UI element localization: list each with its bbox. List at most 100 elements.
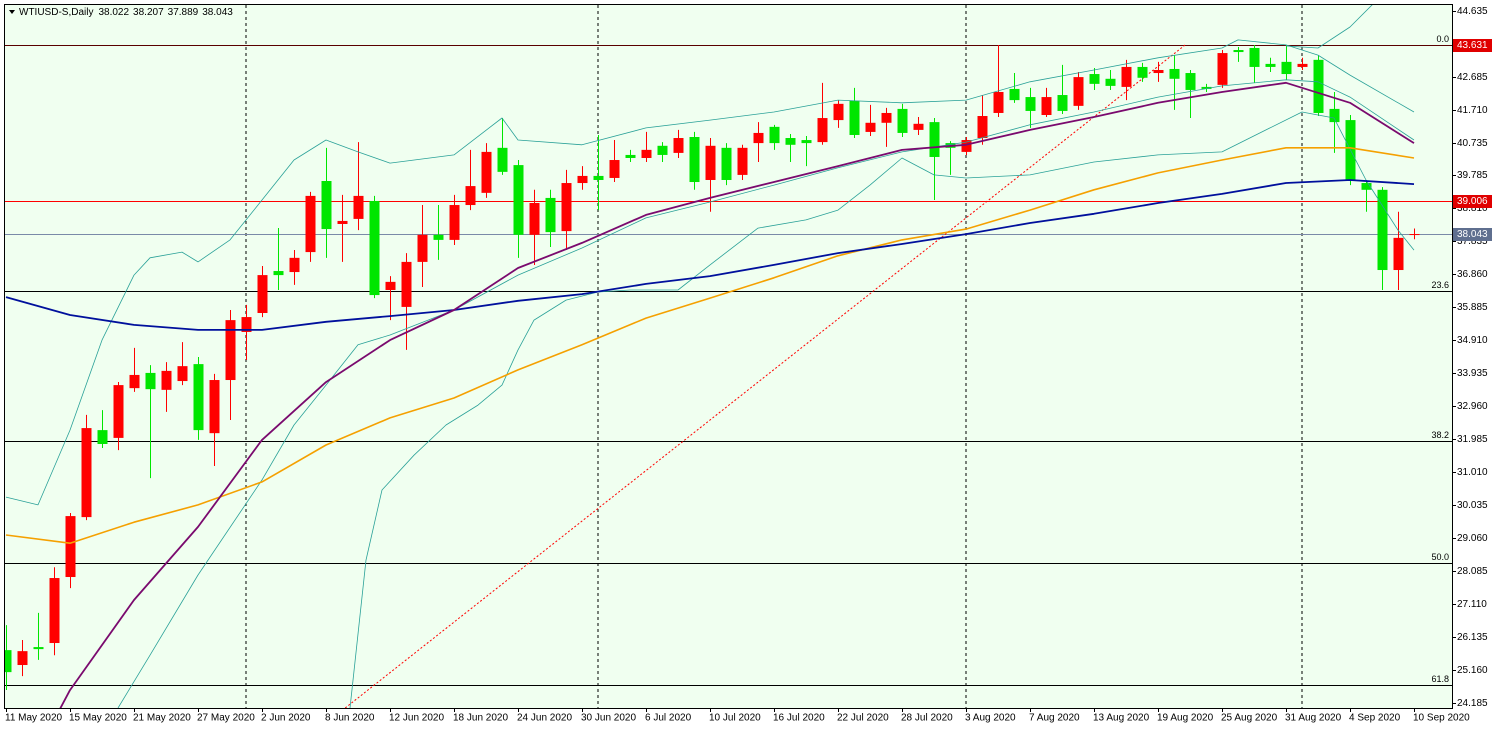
candle-body — [433, 234, 444, 240]
candle-body — [1281, 61, 1292, 75]
candle-body — [5, 650, 12, 673]
candle-body — [977, 116, 988, 139]
y-tick-label: 39.785 — [1457, 170, 1488, 181]
candle-body — [1121, 66, 1132, 87]
candle-body — [385, 281, 396, 290]
candle-body — [33, 647, 44, 650]
candle-body — [1377, 189, 1388, 271]
x-tick-label: 10 Jul 2020 — [709, 713, 761, 724]
candle-body — [1153, 69, 1164, 74]
y-tick-label: 26.135 — [1457, 632, 1488, 643]
candle-body — [1089, 74, 1100, 84]
indicator-line — [1285, 5, 1373, 49]
open-value: 38.022 — [98, 7, 129, 18]
candle-body — [913, 123, 924, 130]
price-box-label: 43.631 — [1457, 40, 1488, 51]
candle-body — [1329, 108, 1340, 123]
candle-body — [1393, 237, 1404, 271]
y-tick-label: 36.860 — [1457, 269, 1488, 280]
candle-body — [785, 138, 796, 145]
candle-body — [529, 203, 540, 235]
candle-body — [353, 195, 364, 219]
candle-body — [481, 151, 492, 193]
price-box-label: 39.006 — [1457, 196, 1488, 207]
candle-body — [1201, 86, 1212, 89]
y-tick-label: 41.710 — [1457, 105, 1488, 116]
candle-body — [881, 112, 892, 123]
x-tick-label: 27 May 2020 — [197, 713, 255, 724]
candle-body — [961, 140, 972, 152]
fib-level-label: 0.0 — [1436, 34, 1449, 44]
candle-body — [465, 186, 476, 206]
candle-body — [705, 145, 716, 180]
y-tick-label: 24.185 — [1457, 698, 1488, 709]
high-value: 38.207 — [133, 7, 164, 18]
candle-body — [721, 147, 732, 180]
candle-body — [801, 140, 812, 144]
y-tick-label: 34.910 — [1457, 335, 1488, 346]
candle-body — [1169, 68, 1180, 79]
candle-body — [897, 108, 908, 133]
candle-body — [545, 197, 556, 233]
indicator-line — [5, 39, 1415, 506]
candle-body — [369, 200, 380, 296]
candle-body — [209, 380, 220, 434]
indicator-line — [5, 179, 1415, 331]
candle-body — [449, 205, 460, 240]
candle-body — [1073, 77, 1084, 106]
candle-body — [497, 147, 508, 172]
x-tick-label: 10 Sep 2020 — [1413, 713, 1470, 724]
y-tick-label: 38.810 — [1457, 203, 1488, 214]
price-box-label: 38.043 — [1457, 229, 1488, 240]
candle-body — [145, 372, 156, 390]
x-tick-label: 15 May 2020 — [69, 713, 127, 724]
candle-body — [1361, 183, 1372, 190]
y-tick-label: 27.110 — [1457, 599, 1487, 610]
indicator-line — [5, 147, 1415, 544]
fib-level-label: 38.2 — [1431, 430, 1449, 440]
candle-body — [513, 165, 524, 235]
y-tick-label: 32.960 — [1457, 401, 1488, 412]
candle-body — [1217, 53, 1228, 85]
candle-body — [753, 132, 764, 144]
candle-body — [1265, 63, 1276, 67]
x-tick-label: 11 May 2020 — [5, 713, 63, 724]
plot-frame — [4, 4, 1453, 709]
chart-header: WTIUSD-S,Daily 38.022 38.207 37.889 38.043 — [19, 7, 233, 18]
candle-body — [65, 516, 76, 578]
candle-body — [337, 220, 348, 224]
x-tick-label: 18 Jun 2020 — [453, 713, 508, 724]
x-tick-label: 21 May 2020 — [133, 713, 191, 724]
candle-body — [1025, 97, 1036, 111]
candle-body — [1233, 50, 1244, 53]
indicator-line — [117, 79, 1415, 708]
candle-body — [673, 138, 684, 153]
candle-body — [257, 275, 268, 314]
menu-triangle[interactable] — [9, 10, 15, 14]
candle-body — [401, 261, 412, 307]
y-tick-label: 31.985 — [1457, 434, 1488, 445]
candle-body — [225, 320, 236, 381]
indicator-line — [59, 81, 1415, 708]
x-tick-label: 19 Aug 2020 — [1157, 713, 1214, 724]
x-tick-label: 28 Jul 2020 — [901, 713, 953, 724]
chart-title: WTIUSD-S,Daily — [19, 7, 93, 18]
candle-body — [593, 175, 604, 180]
price-box — [1453, 228, 1492, 241]
fib-level-label: 61.8 — [1431, 674, 1449, 684]
candle-body — [865, 122, 876, 132]
x-tick-label: 6 Jul 2020 — [645, 713, 692, 724]
candle-body — [817, 118, 828, 143]
candle-body — [113, 385, 124, 438]
candle-body — [129, 374, 140, 389]
candle-body — [1297, 63, 1308, 67]
y-tick-label: 35.885 — [1457, 302, 1488, 313]
candle-body — [97, 430, 108, 444]
candle-body — [161, 370, 172, 390]
candle-body — [929, 122, 940, 157]
y-tick-label: 29.060 — [1457, 533, 1488, 544]
price-box — [1453, 39, 1492, 52]
y-tick-label: 42.685 — [1457, 72, 1488, 83]
